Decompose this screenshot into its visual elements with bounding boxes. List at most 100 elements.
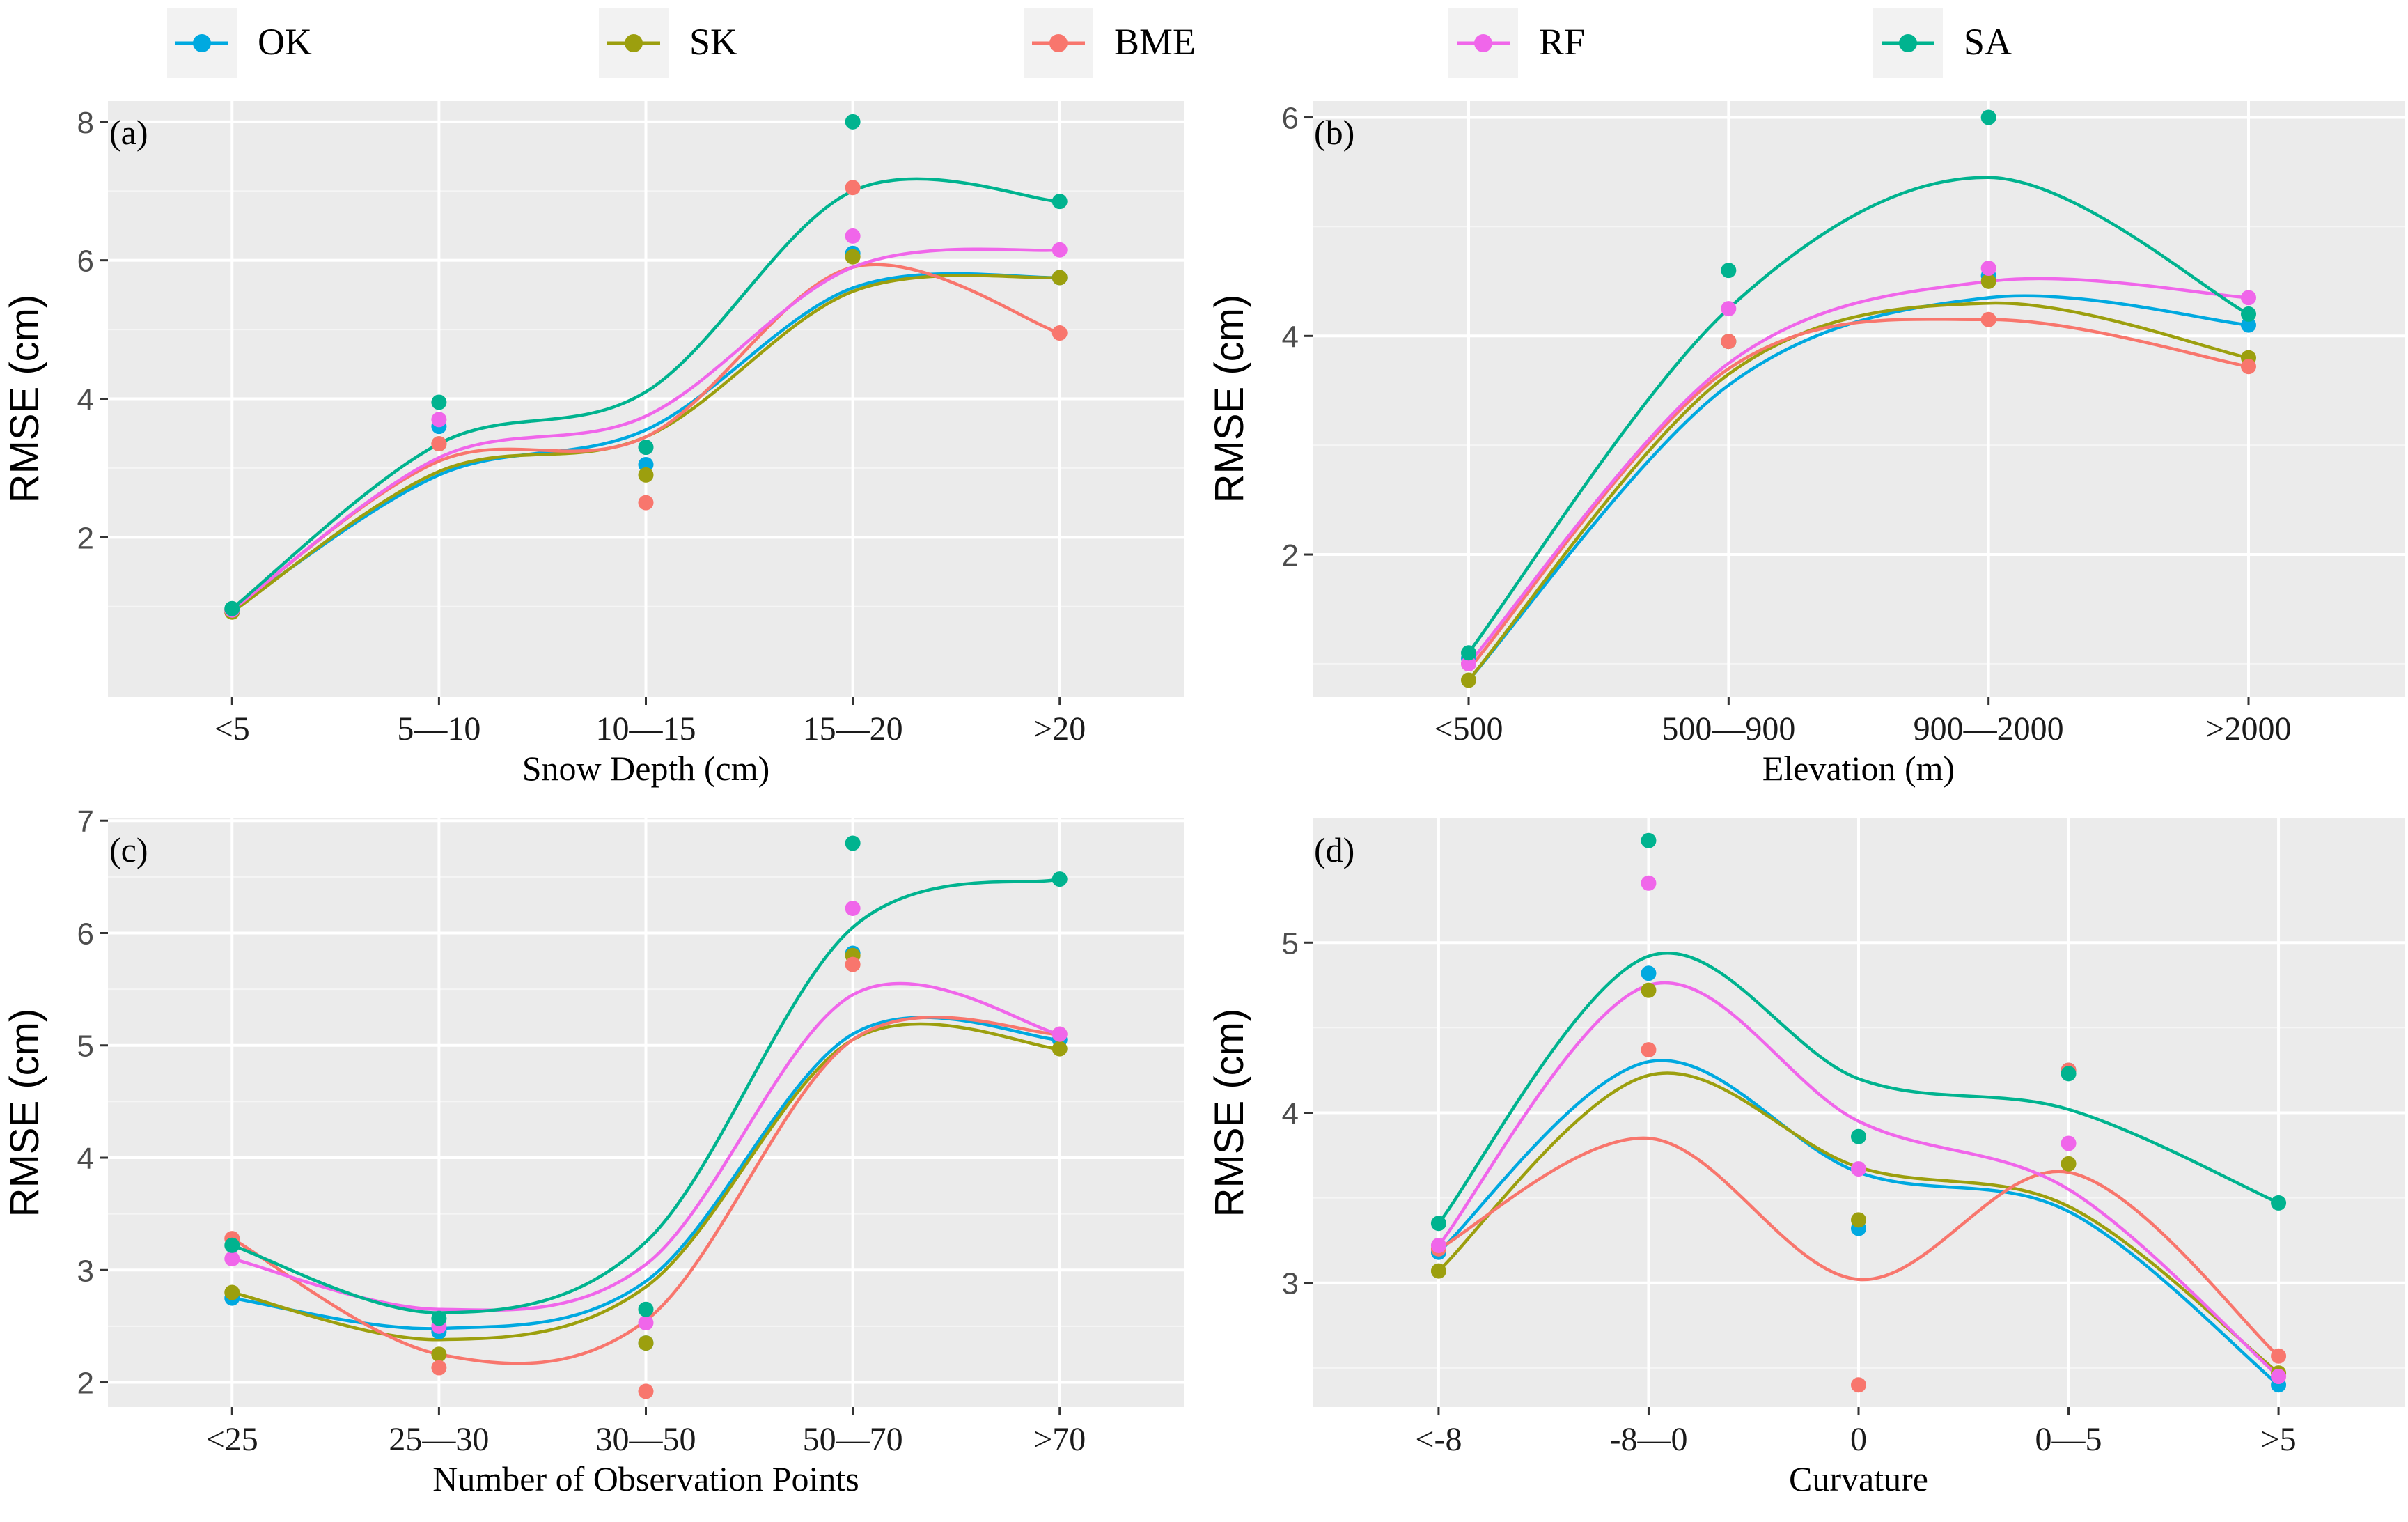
trend-line-bme bbox=[231, 1016, 1060, 1365]
data-point-bme bbox=[431, 436, 447, 452]
x-tick-label: >20 bbox=[1033, 710, 1086, 747]
chart-panel-4: 3 4 5 <-8 -8—0 0 0—5 >5 Curvature RMSE (cm) (d) bbox=[1207, 818, 2405, 1498]
x-tick-label: <-8 bbox=[1415, 1421, 1462, 1458]
gridlines bbox=[108, 101, 1184, 697]
legend-key-point bbox=[625, 34, 643, 52]
x-tick-label: 5—10 bbox=[397, 710, 480, 747]
x-axis: <5 5—10 10—15 15—20 >20 bbox=[214, 697, 1086, 747]
data-point-sa bbox=[1051, 871, 1068, 887]
x-axis-title: Snow Depth (cm) bbox=[522, 749, 770, 788]
chart-panel-2: 2 4 6 <500 500—900 900—2000 >2000 Elevation (m)… bbox=[1207, 101, 2405, 788]
data-point-rf bbox=[1851, 1161, 1866, 1177]
y-tick-label: 4 bbox=[77, 383, 94, 417]
data-points bbox=[1461, 109, 2256, 688]
series-rf bbox=[1461, 261, 2256, 671]
data-point-bme bbox=[1721, 334, 1737, 350]
trend-line-sa bbox=[1437, 952, 2280, 1225]
data-point-sk bbox=[1461, 672, 1476, 688]
x-tick-label: >5 bbox=[2261, 1421, 2297, 1458]
x-tick-label: 15—20 bbox=[803, 710, 903, 747]
data-point-sa bbox=[431, 394, 447, 410]
trend-line-bme bbox=[1467, 318, 2249, 671]
gridlines bbox=[1313, 818, 2405, 1407]
y-axis-title: RMSE (cm) bbox=[1207, 295, 1252, 504]
legend-label: SK bbox=[689, 21, 737, 63]
x-tick-label: 900—2000 bbox=[1914, 710, 2064, 747]
x-axis: <25 25—30 30—50 50—70 >70 bbox=[206, 1407, 1086, 1458]
legend-key-point bbox=[1474, 34, 1492, 52]
data-point-rf bbox=[2241, 290, 2256, 306]
data-point-sa bbox=[845, 835, 861, 851]
data-point-bme bbox=[638, 1383, 654, 1399]
data-point-bme bbox=[2271, 1348, 2287, 1364]
legend-item-sa[interactable]: SA bbox=[1873, 8, 2012, 78]
data-point-sa bbox=[1851, 1128, 1866, 1144]
data-point-bme bbox=[638, 495, 654, 511]
data-point-ok bbox=[2241, 317, 2256, 333]
data-point-sa bbox=[1721, 263, 1737, 279]
y-tick-label: 2 bbox=[1282, 538, 1299, 573]
data-point-sk bbox=[845, 249, 861, 265]
data-point-sa bbox=[431, 1310, 447, 1326]
x-axis: <-8 -8—0 0 0—5 >5 bbox=[1415, 1407, 2297, 1458]
y-axis: 2 4 6 bbox=[1282, 102, 1313, 573]
y-tick-label: 6 bbox=[77, 917, 94, 951]
y-axis: 2 4 6 8 bbox=[77, 106, 108, 555]
legend-item-ok[interactable]: OK bbox=[167, 8, 312, 78]
panel-background bbox=[1313, 101, 2405, 697]
legend-item-rf[interactable]: RF bbox=[1448, 8, 1585, 78]
legend-key-point bbox=[1049, 34, 1068, 52]
y-tick-label: 4 bbox=[77, 1142, 94, 1176]
panel-label: (a) bbox=[109, 113, 148, 152]
data-point-sk bbox=[1051, 270, 1068, 286]
data-point-rf bbox=[1641, 875, 1657, 891]
data-point-rf bbox=[845, 228, 861, 244]
trend-line-sk bbox=[231, 1022, 1060, 1342]
x-axis-title: Elevation (m) bbox=[1762, 749, 1955, 788]
x-axis-title: Curvature bbox=[1789, 1459, 1928, 1498]
x-tick-label: <5 bbox=[214, 710, 250, 747]
legend-label: SA bbox=[1964, 21, 2012, 63]
series-sa bbox=[1430, 832, 2287, 1232]
data-point-rf bbox=[2271, 1369, 2287, 1385]
data-point-rf bbox=[1051, 1026, 1068, 1042]
x-tick-label: 10—15 bbox=[596, 710, 696, 747]
y-axis-title: RMSE (cm) bbox=[1207, 1009, 1252, 1218]
y-tick-label: 4 bbox=[1282, 320, 1299, 354]
data-point-rf bbox=[638, 1315, 654, 1331]
x-tick-label: 500—900 bbox=[1662, 710, 1795, 747]
x-tick-label: 30—50 bbox=[596, 1421, 696, 1458]
data-point-sk bbox=[1051, 1041, 1068, 1057]
y-axis-title: RMSE (cm) bbox=[2, 1009, 47, 1218]
x-tick-label: <500 bbox=[1434, 710, 1503, 747]
y-tick-label: 2 bbox=[77, 521, 94, 555]
legend-item-bme[interactable]: BME bbox=[1024, 8, 1196, 78]
y-tick-label: 2 bbox=[77, 1367, 94, 1401]
data-point-sa bbox=[1980, 109, 1996, 125]
smooth-lines bbox=[1467, 176, 2250, 681]
data-point-sa bbox=[638, 440, 654, 456]
y-axis-title: RMSE (cm) bbox=[2, 295, 47, 504]
x-tick-label: <25 bbox=[206, 1421, 258, 1458]
legend-label: RF bbox=[1539, 21, 1585, 63]
panels: 2 4 6 8 <5 5—10 10—15 15—20 >20 Snow Depth (cm) RM… bbox=[2, 101, 2405, 1498]
data-point-sa bbox=[1430, 1216, 1446, 1232]
legend-item-sk[interactable]: SK bbox=[599, 8, 737, 78]
data-point-sk bbox=[1641, 982, 1657, 998]
trend-line-sa bbox=[1467, 176, 2250, 654]
data-point-rf bbox=[1051, 242, 1068, 258]
data-point-sa bbox=[638, 1301, 654, 1317]
data-points bbox=[224, 114, 1068, 620]
data-point-bme bbox=[1980, 311, 1996, 327]
x-tick-label: >2000 bbox=[2205, 710, 2291, 747]
data-point-sk bbox=[1980, 273, 1996, 289]
y-tick-label: 4 bbox=[1282, 1097, 1299, 1131]
data-point-rf bbox=[845, 901, 861, 917]
trend-line-ok bbox=[1467, 294, 2249, 681]
y-tick-label: 7 bbox=[77, 805, 94, 839]
data-point-rf bbox=[1980, 261, 1996, 277]
panel-label: (c) bbox=[109, 830, 148, 869]
trend-line-sa bbox=[231, 877, 1061, 1314]
data-point-bme bbox=[1851, 1377, 1866, 1393]
